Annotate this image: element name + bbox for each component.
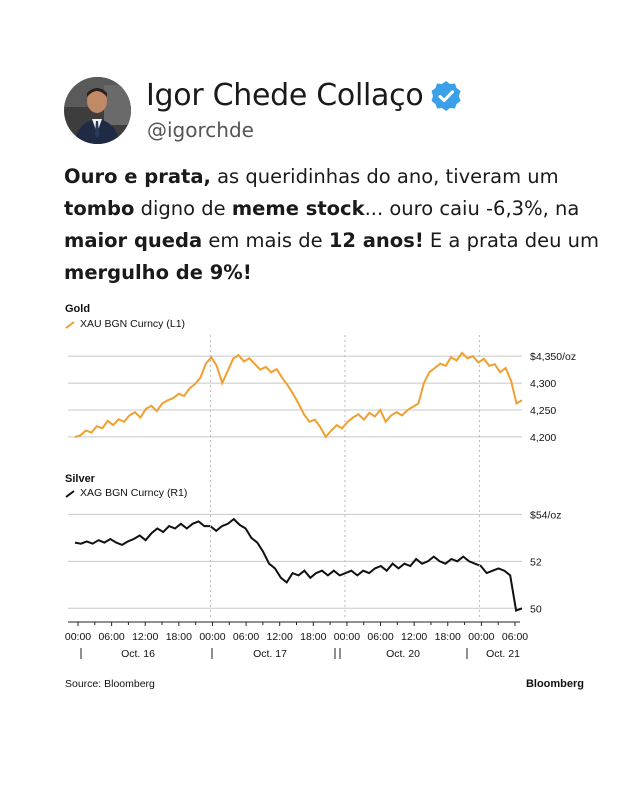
post-text-segment: em mais de xyxy=(202,229,329,252)
x-tick-label: 00:00 xyxy=(199,631,225,643)
profile-name-row: Igor Chede Collaço xyxy=(146,78,463,113)
x-day-label: Oct. 21 xyxy=(486,648,520,660)
silver-series-line xyxy=(74,517,523,612)
gold-series-line xyxy=(74,351,523,439)
gold-y-tick-label: 4,250 xyxy=(530,405,556,417)
post-bold-meme-stock: meme stock xyxy=(231,197,365,220)
x-day-label: Oct. 20 xyxy=(386,648,420,660)
silver-y-ticks: $54/oz 52 50 xyxy=(530,509,562,615)
chart-source: Source: Bloomberg xyxy=(65,678,155,690)
x-tick-label: 00:00 xyxy=(468,631,494,643)
price-chart-image: Gold XAU BGN Curncy (L1) $4,350/oz 4,300 4… xyxy=(65,303,584,690)
x-tick-label: 12:00 xyxy=(132,631,158,643)
bloomberg-logo: Bloomberg xyxy=(526,678,584,690)
post-bold-maior-queda: maior queda xyxy=(64,229,203,252)
gold-chart-title: Gold xyxy=(65,303,90,315)
silver-y-tick-label: $54/oz xyxy=(530,509,562,521)
silver-y-tick-label: 52 xyxy=(530,556,542,568)
x-tick-label: 12:00 xyxy=(401,631,427,643)
profile-name[interactable]: Igor Chede Collaço xyxy=(146,78,424,113)
x-tick-label: 00:00 xyxy=(65,631,91,643)
x-tick-label: 12:00 xyxy=(267,631,293,643)
day-separators xyxy=(209,335,480,620)
x-day-label: Oct. 17 xyxy=(253,648,287,660)
gold-grid xyxy=(68,355,522,438)
silver-grid xyxy=(68,513,522,609)
post-bold-mergulho: mergulho de 9%! xyxy=(64,261,252,284)
gold-y-tick-label: $4,350/oz xyxy=(530,351,576,363)
gold-legend-swatch xyxy=(65,321,75,329)
x-day-label: Oct. 16 xyxy=(121,648,155,660)
post-bold-12-anos: 12 anos! xyxy=(328,229,424,252)
post-text-segment: as queridinhas do ano, tiveram um xyxy=(210,165,559,188)
silver-legend-label: XAG BGN Curncy (R1) xyxy=(80,487,187,499)
gold-y-tick-label: 4,300 xyxy=(530,378,556,390)
x-tick-label: 18:00 xyxy=(166,631,192,643)
post-text: Ouro e prata, as queridinhas do ano, tiv… xyxy=(64,161,604,289)
gold-y-ticks: $4,350/oz 4,300 4,250 4,200 xyxy=(530,351,576,444)
post-text-segment: digno de xyxy=(134,197,232,220)
x-tick-label: 18:00 xyxy=(435,631,461,643)
x-tick-label: 06:00 xyxy=(502,631,528,643)
silver-legend-swatch xyxy=(65,490,75,498)
verified-badge-icon xyxy=(431,80,461,111)
x-axis: 00:00 06:00 12:00 18:00 00:00 06:00 12:00 18:00… xyxy=(65,622,528,660)
x-tick-label: 06:00 xyxy=(233,631,259,643)
post-bold-tombo: tombo xyxy=(64,197,135,220)
gold-y-tick-label: 4,200 xyxy=(530,432,556,444)
avatar[interactable] xyxy=(64,77,131,144)
x-tick-label: 06:00 xyxy=(98,631,124,643)
gold-legend-label: XAU BGN Curncy (L1) xyxy=(80,318,185,330)
profile-handle[interactable]: @igorchde xyxy=(147,118,254,142)
x-tick-label: 18:00 xyxy=(300,631,326,643)
silver-chart-title: Silver xyxy=(65,473,96,485)
x-tick-label: 00:00 xyxy=(334,631,360,643)
silver-y-tick-label: 50 xyxy=(530,603,542,615)
x-tick-label: 06:00 xyxy=(367,631,393,643)
post-text-segment: ... ouro caiu -6,3%, na xyxy=(364,197,580,220)
post-text-segment: E a prata deu um xyxy=(423,229,600,252)
post-bold-ouro-prata: Ouro e prata, xyxy=(64,165,211,188)
